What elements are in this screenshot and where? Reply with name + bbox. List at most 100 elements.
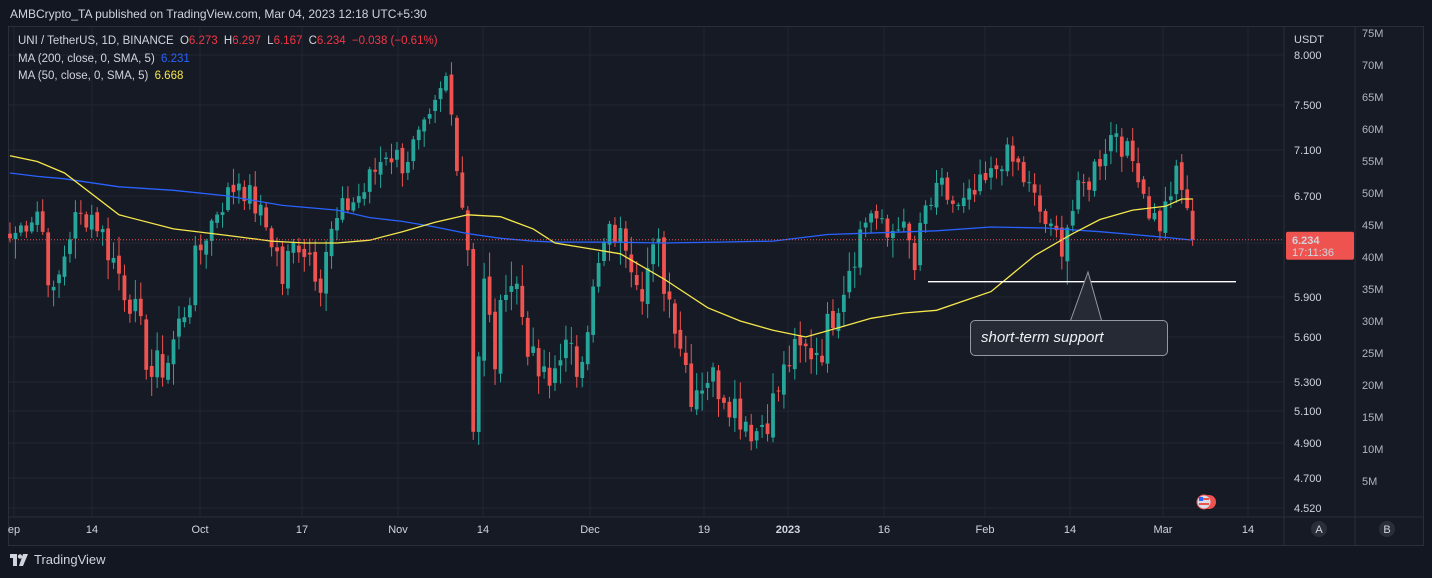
volume-tick-label: 60M bbox=[1362, 124, 1383, 136]
legend-change: −0.038 (−0.61%) bbox=[351, 35, 438, 47]
volume-tick-label: 25M bbox=[1362, 348, 1383, 360]
candle-body bbox=[1049, 223, 1053, 227]
candle-body bbox=[253, 186, 258, 214]
price-tick-label: 5.900 bbox=[1294, 292, 1322, 304]
candle-body bbox=[607, 223, 612, 245]
candle-body bbox=[100, 229, 105, 233]
legend-ma50-value: 6.668 bbox=[154, 70, 184, 82]
volume-tick-label: 75M bbox=[1362, 28, 1383, 40]
volume-scale-button[interactable] bbox=[1379, 521, 1395, 537]
volume-tick-label: 65M bbox=[1362, 92, 1383, 104]
time-tick-label: 14 bbox=[86, 524, 98, 536]
candle-body bbox=[531, 346, 536, 353]
candle-body bbox=[471, 248, 476, 432]
candle-body bbox=[122, 275, 127, 301]
legend-open: 6.273 bbox=[188, 35, 218, 47]
candle-body bbox=[940, 177, 944, 185]
candle-body bbox=[1092, 161, 1097, 191]
candle-body bbox=[302, 248, 307, 257]
candle-body bbox=[231, 184, 236, 193]
candle-body bbox=[220, 212, 225, 215]
legend-ma200-value: 6.231 bbox=[160, 53, 190, 65]
candle-body bbox=[155, 350, 160, 378]
candle-body bbox=[106, 228, 110, 261]
candle-body bbox=[1168, 196, 1173, 201]
candle-body bbox=[29, 222, 34, 232]
time-tick-label: 16 bbox=[878, 524, 890, 536]
volume-tick-label: 10M bbox=[1362, 444, 1383, 456]
candle-body bbox=[1070, 210, 1075, 226]
chart-panel[interactable] bbox=[8, 26, 1424, 546]
candle-body bbox=[667, 291, 672, 300]
price-tag-countdown: 17:11:36 bbox=[1292, 247, 1334, 259]
price-axis-unit: USDT bbox=[1294, 34, 1324, 46]
price-tick-label: 5.100 bbox=[1294, 406, 1322, 418]
auto-scale-button[interactable] bbox=[1311, 521, 1327, 537]
candle-body bbox=[296, 245, 301, 253]
volume-tick-label: 30M bbox=[1362, 316, 1383, 328]
candle-body bbox=[580, 361, 585, 378]
candle-body bbox=[209, 220, 214, 241]
candle-body bbox=[950, 200, 955, 204]
candle-body bbox=[1158, 210, 1162, 232]
candle-body bbox=[945, 177, 950, 200]
candle-body bbox=[836, 313, 841, 331]
candle-body bbox=[591, 286, 596, 335]
candle-body bbox=[640, 289, 645, 302]
candle-body bbox=[841, 294, 846, 312]
candle-body bbox=[198, 244, 203, 251]
candle-body bbox=[901, 221, 906, 228]
time-tick-label: 19 bbox=[698, 524, 710, 536]
candle-body bbox=[335, 217, 339, 231]
tradingview-logo[interactable]: TradingView bbox=[10, 552, 106, 567]
candle-body bbox=[356, 196, 361, 203]
annotation-callout[interactable]: short-term support bbox=[970, 320, 1168, 356]
candle-body bbox=[166, 362, 170, 380]
candle-body bbox=[776, 390, 781, 392]
candle-body bbox=[912, 242, 917, 271]
candle-body bbox=[825, 313, 830, 364]
candle-body bbox=[487, 276, 492, 315]
candle-body bbox=[514, 283, 519, 289]
candle-body bbox=[324, 251, 328, 294]
candle-body bbox=[891, 230, 895, 239]
candle-body bbox=[1136, 163, 1141, 183]
legend-symbol: UNI / TetherUS, 1D, BINANCE bbox=[18, 35, 174, 47]
candle-body bbox=[787, 365, 792, 367]
volume-tick-label: 50M bbox=[1362, 188, 1383, 200]
candle-body bbox=[1141, 179, 1146, 194]
candle-body bbox=[798, 336, 803, 346]
candle-body bbox=[749, 424, 754, 442]
candle-body bbox=[967, 188, 972, 200]
candle-body bbox=[1109, 135, 1113, 152]
candle-body bbox=[869, 213, 873, 223]
price-tick-label: 4.520 bbox=[1294, 503, 1322, 515]
candle-body bbox=[1152, 213, 1157, 220]
candle-body bbox=[340, 198, 345, 220]
candle-body bbox=[1005, 144, 1010, 172]
candle-body bbox=[378, 162, 383, 175]
time-tick-label: ep bbox=[8, 524, 20, 536]
candle-body bbox=[269, 228, 274, 248]
candle-body bbox=[760, 424, 764, 427]
candle-body bbox=[1065, 227, 1070, 262]
candle-body bbox=[1027, 182, 1032, 184]
candle-body bbox=[57, 274, 61, 284]
candle-body bbox=[880, 218, 884, 220]
candle-body bbox=[498, 299, 503, 374]
time-tick-label: Oct bbox=[191, 524, 208, 536]
candle-body bbox=[972, 189, 977, 195]
candle-body bbox=[177, 318, 181, 337]
candle-body bbox=[444, 76, 448, 91]
candle-body bbox=[1098, 159, 1102, 167]
candle-body bbox=[465, 210, 470, 251]
price-tag bbox=[1286, 231, 1354, 260]
candle-body bbox=[242, 186, 247, 202]
candle-body bbox=[629, 254, 634, 273]
candle-body bbox=[482, 278, 487, 361]
candle-body bbox=[226, 187, 230, 211]
candle-body bbox=[1000, 169, 1004, 172]
candle-body bbox=[885, 218, 890, 238]
candle-body bbox=[874, 210, 879, 219]
